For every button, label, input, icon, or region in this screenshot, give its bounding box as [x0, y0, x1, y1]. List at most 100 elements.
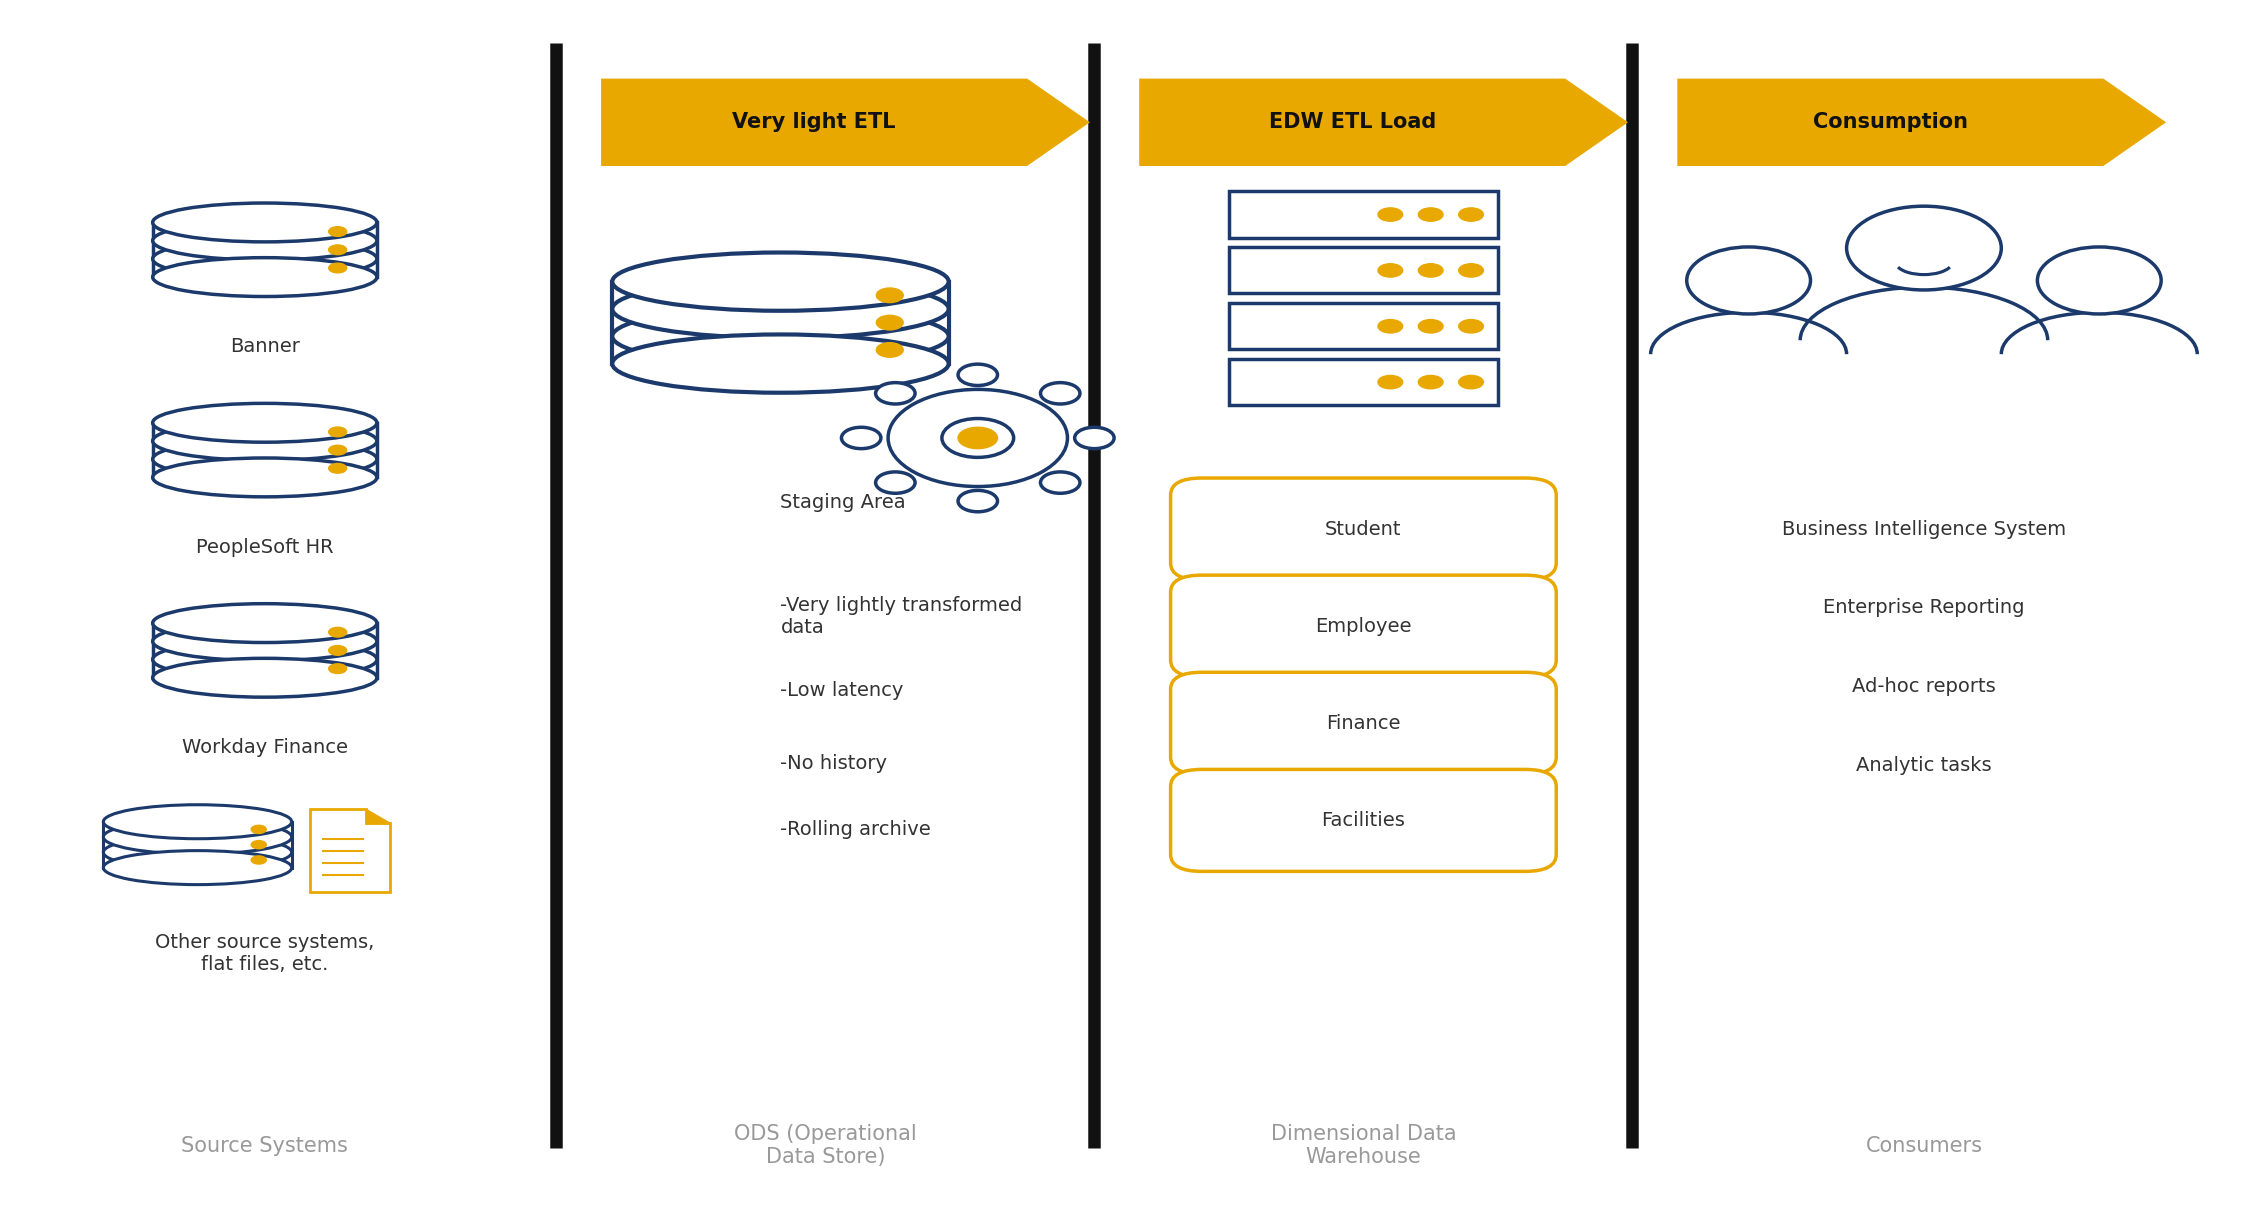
Circle shape [1040, 383, 1081, 404]
Ellipse shape [153, 403, 377, 442]
Circle shape [875, 289, 902, 302]
Text: Analytic tasks: Analytic tasks [1857, 756, 1992, 775]
Ellipse shape [104, 851, 291, 884]
Text: Source Systems: Source Systems [180, 1136, 347, 1156]
Bar [1230, 359, 1498, 405]
Circle shape [1687, 247, 1812, 314]
Text: Dimensional Data
Warehouse: Dimensional Data Warehouse [1270, 1124, 1455, 1168]
Text: Finance: Finance [1327, 713, 1401, 733]
Text: Consumers: Consumers [1866, 1136, 1983, 1156]
Circle shape [329, 646, 347, 656]
Ellipse shape [153, 440, 377, 479]
Circle shape [250, 825, 266, 834]
Text: Banner: Banner [230, 338, 300, 356]
Text: Workday Finance: Workday Finance [183, 738, 347, 756]
Ellipse shape [153, 658, 377, 698]
Ellipse shape [153, 203, 377, 242]
Text: -No history: -No history [781, 754, 887, 772]
FancyBboxPatch shape [1171, 478, 1557, 580]
Polygon shape [365, 809, 390, 823]
Ellipse shape [153, 640, 377, 679]
Circle shape [1378, 319, 1403, 333]
Circle shape [1460, 208, 1484, 221]
Polygon shape [1139, 79, 1629, 166]
Circle shape [329, 628, 347, 637]
Bar [1230, 247, 1498, 293]
Circle shape [943, 419, 1013, 457]
Ellipse shape [153, 604, 377, 642]
Circle shape [329, 244, 347, 254]
Circle shape [250, 856, 266, 865]
Ellipse shape [611, 253, 948, 311]
Circle shape [959, 490, 997, 512]
Bar [153, 623, 377, 678]
Bar [153, 222, 377, 278]
Circle shape [1378, 264, 1403, 278]
Text: Staging Area: Staging Area [781, 492, 907, 512]
Ellipse shape [104, 804, 291, 839]
Circle shape [250, 841, 266, 849]
Text: Facilities: Facilities [1322, 810, 1405, 830]
Bar [153, 422, 377, 478]
Ellipse shape [611, 307, 948, 366]
Circle shape [889, 389, 1067, 486]
Ellipse shape [611, 334, 948, 393]
Circle shape [1460, 376, 1484, 389]
Polygon shape [309, 809, 390, 892]
Ellipse shape [611, 280, 948, 338]
Text: ODS (Operational
Data Store): ODS (Operational Data Store) [733, 1124, 916, 1168]
Text: Consumption: Consumption [1814, 112, 1967, 133]
FancyBboxPatch shape [1171, 575, 1557, 677]
Circle shape [1040, 472, 1081, 494]
Text: Ad-hoc reports: Ad-hoc reports [1852, 678, 1997, 696]
Circle shape [841, 427, 880, 448]
Circle shape [1074, 427, 1114, 448]
Bar [1230, 192, 1498, 238]
Ellipse shape [153, 458, 377, 497]
Text: EDW ETL Load: EDW ETL Load [1268, 112, 1435, 133]
Circle shape [329, 263, 347, 273]
Ellipse shape [153, 239, 377, 279]
Circle shape [1419, 376, 1444, 389]
Text: Employee: Employee [1315, 616, 1412, 636]
Text: -Low latency: -Low latency [781, 680, 905, 700]
Circle shape [959, 427, 997, 448]
Circle shape [1848, 206, 2001, 290]
Ellipse shape [104, 820, 291, 853]
FancyBboxPatch shape [1171, 770, 1557, 872]
Ellipse shape [153, 621, 377, 661]
Ellipse shape [104, 835, 291, 869]
Circle shape [1419, 208, 1444, 221]
Circle shape [1460, 264, 1484, 278]
Circle shape [329, 227, 347, 237]
Text: Enterprise Reporting: Enterprise Reporting [1823, 598, 2024, 618]
Circle shape [875, 316, 902, 330]
Circle shape [875, 383, 916, 404]
Bar [1230, 303, 1498, 349]
Text: Very light ETL: Very light ETL [733, 112, 896, 133]
Bar [104, 822, 291, 868]
Circle shape [959, 365, 997, 386]
Ellipse shape [153, 221, 377, 260]
Text: -Very lightly transformed
data: -Very lightly transformed data [781, 596, 1022, 637]
Circle shape [875, 343, 902, 357]
Text: Other source systems,
flat files, etc.: Other source systems, flat files, etc. [156, 933, 374, 975]
Circle shape [1419, 264, 1444, 278]
Circle shape [1460, 319, 1484, 333]
Ellipse shape [153, 258, 377, 296]
Ellipse shape [153, 421, 377, 460]
Polygon shape [600, 79, 1090, 166]
Bar [611, 281, 948, 363]
FancyBboxPatch shape [1171, 672, 1557, 775]
Circle shape [329, 446, 347, 454]
Text: PeopleSoft HR: PeopleSoft HR [196, 538, 334, 556]
Text: -Rolling archive: -Rolling archive [781, 820, 932, 840]
Circle shape [1378, 208, 1403, 221]
Text: Student: Student [1324, 519, 1401, 539]
Text: Business Intelligence System: Business Intelligence System [1782, 519, 2066, 539]
Circle shape [875, 472, 916, 494]
Polygon shape [1676, 79, 2166, 166]
Circle shape [1419, 319, 1444, 333]
Circle shape [329, 664, 347, 673]
Circle shape [1378, 376, 1403, 389]
